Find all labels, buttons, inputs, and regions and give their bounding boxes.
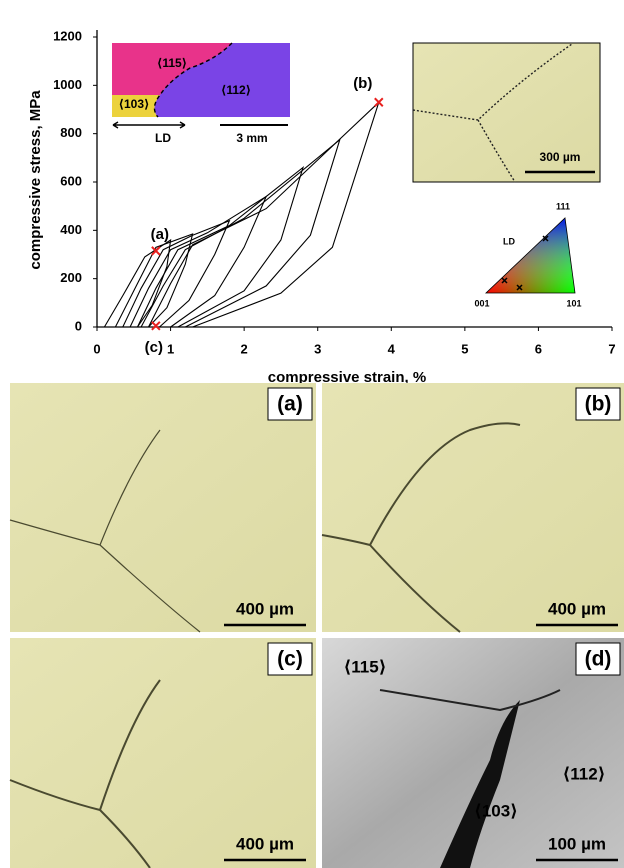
ipf-overlay [486, 218, 575, 293]
y-tick-label: 400 [60, 222, 82, 237]
direction-arrow [113, 122, 185, 128]
ipf-corner: 001 [474, 298, 489, 308]
y-tick-label: 1200 [53, 28, 82, 43]
panel-a: (a) 400 µm [10, 383, 316, 632]
ipf-corner: 111 [556, 201, 570, 211]
state-marker [152, 322, 160, 330]
y-tick-label: 800 [60, 125, 82, 140]
x-tick-label: 2 [241, 341, 248, 356]
direction-label: LD [155, 131, 171, 145]
ebsd-inset: ⟨115⟩ ⟨103⟩ ⟨112⟩ LD 3 mm [112, 43, 290, 145]
x-tick-label: 6 [535, 341, 542, 356]
loop-line [138, 168, 304, 328]
grain-label: ⟨103⟩ [119, 97, 150, 111]
scale-label: 400 µm [236, 599, 294, 618]
y-tick-label: 200 [60, 270, 82, 285]
panel-label: (d) [585, 648, 612, 671]
panel-d: (d) ⟨115⟩ ⟨112⟩ ⟨103⟩ 100 µm [322, 638, 624, 868]
figure: compressive strain, % compressive stress… [0, 0, 624, 868]
scale-label: 3 mm [236, 131, 267, 145]
grain-label: ⟨115⟩ [344, 657, 387, 676]
y-tick-label: 600 [60, 173, 82, 188]
y-tick-label: 1000 [53, 77, 82, 92]
y-axis-label: compressive stress, MPa [27, 90, 44, 270]
scale-label: 400 µm [548, 599, 606, 618]
x-tick-label: 4 [388, 341, 396, 356]
grain-label: ⟨103⟩ [474, 801, 518, 820]
x-tick-label: 7 [608, 341, 615, 356]
state-label: (b) [353, 75, 372, 92]
x-tick-label: 1 [167, 341, 174, 356]
micro-inset: 300 µm [413, 43, 600, 182]
scale-label: 400 µm [236, 834, 294, 853]
x-tick-label: 3 [314, 341, 321, 356]
ipf-triangle: 111 001 101 LD [474, 201, 581, 308]
state-marker [375, 98, 383, 106]
y-tick-label: 0 [75, 318, 82, 333]
panel-label: (c) [277, 648, 303, 671]
ipf-direction: LD [503, 236, 515, 246]
grain-label: ⟨112⟩ [563, 764, 606, 783]
x-tick-label: 5 [461, 341, 468, 356]
state-label: (c) [145, 339, 163, 356]
panel-label: (a) [277, 393, 303, 416]
ipf-corner: 101 [566, 298, 581, 308]
grain-label: ⟨112⟩ [221, 83, 251, 97]
panel-label: (b) [585, 393, 612, 416]
scale-label: 100 µm [548, 834, 606, 853]
panel-c: (c) 400 µm [10, 638, 316, 868]
x-tick-label: 0 [93, 341, 100, 356]
scale-label: 300 µm [540, 150, 581, 164]
panel-b: (b) 400 µm [322, 383, 624, 632]
state-label: (a) [151, 226, 169, 243]
grain-label: ⟨115⟩ [157, 56, 187, 70]
